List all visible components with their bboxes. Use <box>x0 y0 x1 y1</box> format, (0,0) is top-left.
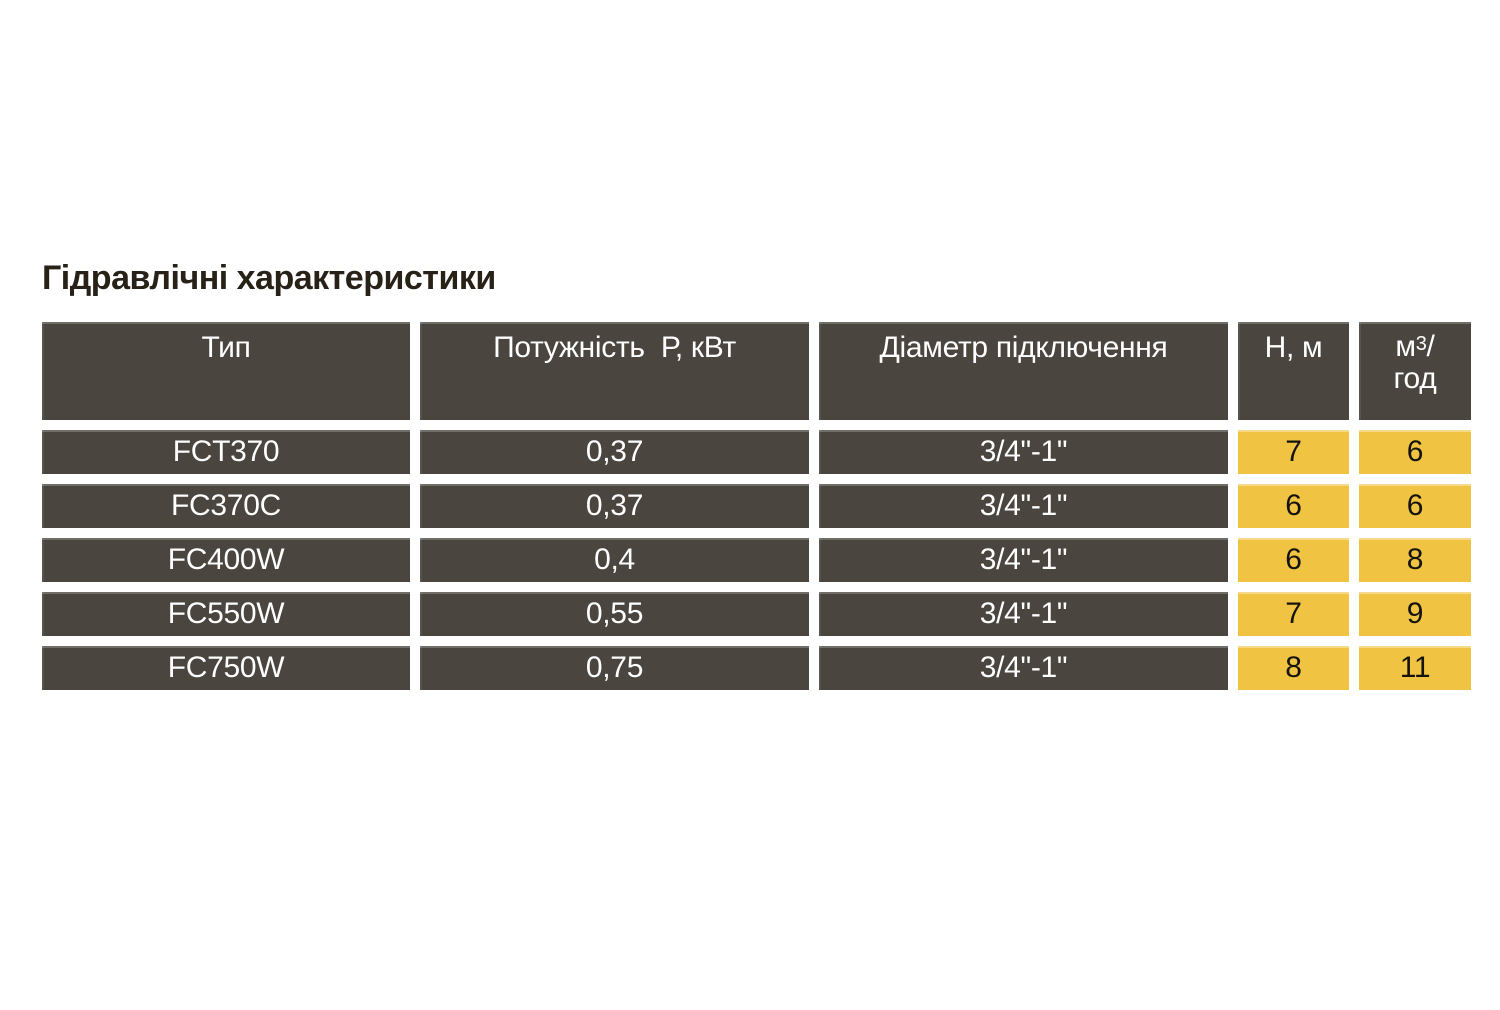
cell-diameter: 3/4"-1" <box>819 592 1228 636</box>
cell-type: FC370C <box>42 484 410 528</box>
cell-flow: 8 <box>1359 538 1471 582</box>
header-cell-type: Тип <box>42 322 410 420</box>
header-cell-flow: м3/год <box>1359 322 1471 420</box>
cell-power: 0,55 <box>420 592 809 636</box>
header-cell-diameter: Діаметр підключення <box>819 322 1228 420</box>
header-cell-power: Потужність Р, кВт <box>420 322 809 420</box>
cell-head: 7 <box>1238 430 1349 474</box>
cell-type: FC550W <box>42 592 410 636</box>
cell-power: 0,75 <box>420 646 809 690</box>
cell-diameter: 3/4"-1" <box>819 646 1228 690</box>
header-cell-head: Н, м <box>1238 322 1349 420</box>
page-title: Гідравлічні характеристики <box>42 259 496 297</box>
cell-diameter: 3/4"-1" <box>819 484 1228 528</box>
cell-flow: 11 <box>1359 646 1471 690</box>
cell-power: 0,37 <box>420 484 809 528</box>
cell-head: 8 <box>1238 646 1349 690</box>
cell-flow: 9 <box>1359 592 1471 636</box>
hydraulic-characteristics-table: Тип Потужність Р, кВт Діаметр підключенн… <box>42 322 1471 690</box>
cell-diameter: 3/4"-1" <box>819 538 1228 582</box>
header-cell-flow-label: м3/год <box>1393 330 1437 395</box>
cell-flow: 6 <box>1359 484 1471 528</box>
cell-type: FCT370 <box>42 430 410 474</box>
cell-flow: 6 <box>1359 430 1471 474</box>
cell-head: 6 <box>1238 484 1349 528</box>
cell-type: FC400W <box>42 538 410 582</box>
cell-head: 7 <box>1238 592 1349 636</box>
cell-type: FC750W <box>42 646 410 690</box>
cell-power: 0,37 <box>420 430 809 474</box>
cell-power: 0,4 <box>420 538 809 582</box>
cell-diameter: 3/4"-1" <box>819 430 1228 474</box>
cell-head: 6 <box>1238 538 1349 582</box>
